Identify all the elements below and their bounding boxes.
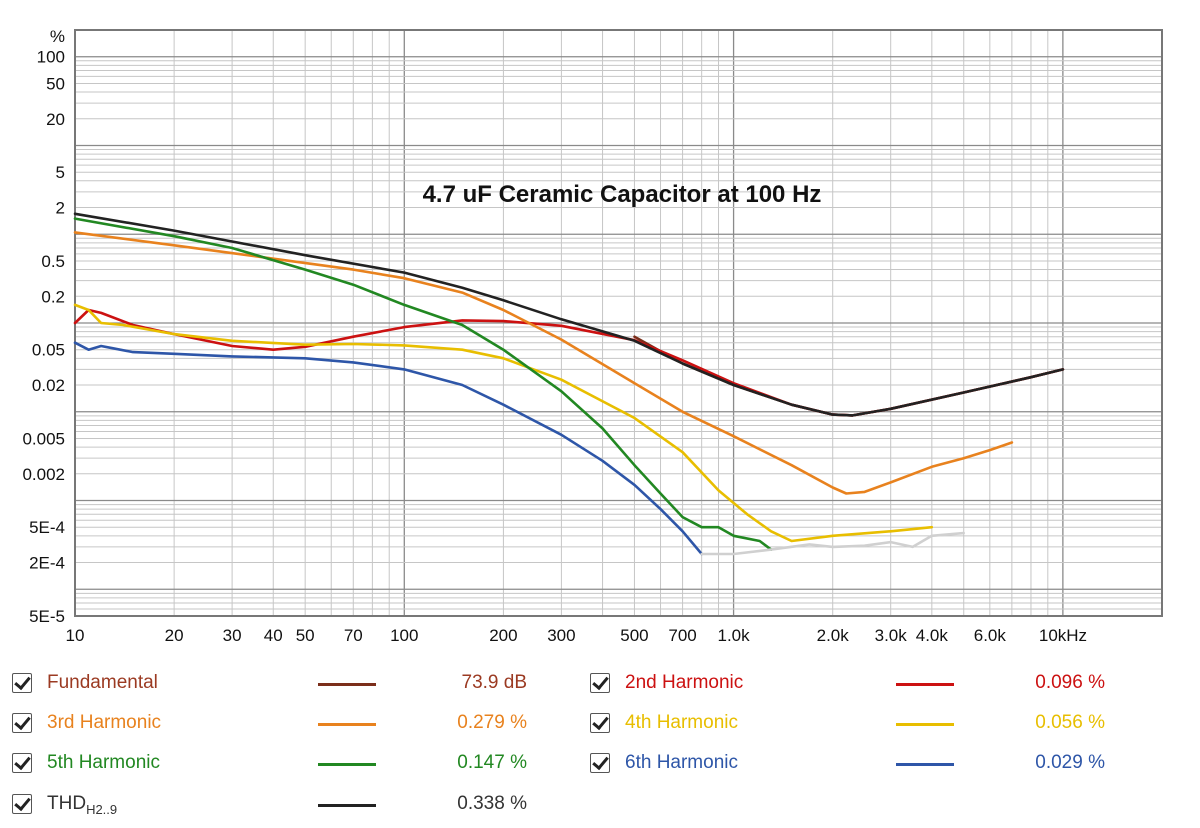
legend-label: THDH2..9 — [47, 793, 118, 817]
y-tick-label: 0.05 — [32, 341, 65, 360]
legend-value: 0.029 % — [1035, 752, 1105, 773]
legend-swatch — [318, 763, 376, 766]
legend-checkbox[interactable] — [12, 794, 32, 814]
x-tick-label: 4.0k — [916, 626, 949, 645]
x-tick-label: 20 — [165, 626, 184, 645]
legend-item: 2nd Harmonic 0.096 % — [590, 670, 1150, 700]
legend: Fundamental 73.9 dB 2nd Harmonic 0.096 % 3rd… — [0, 660, 1200, 828]
x-tick-label: 300 — [547, 626, 575, 645]
y-tick-label: 50 — [46, 74, 65, 93]
y-tick-label: 20 — [46, 110, 65, 129]
y-tick-label: 0.005 — [22, 429, 65, 448]
chart-title: 4.7 uF Ceramic Capacitor at 100 Hz — [423, 181, 822, 208]
x-tick-label: 1.0k — [718, 626, 751, 645]
legend-item: 6th Harmonic 0.029 % — [590, 750, 1150, 780]
legend-value: 0.096 % — [1035, 672, 1105, 693]
legend-swatch — [896, 723, 954, 726]
legend-label: Fundamental — [47, 672, 158, 693]
y-tick-label: 0.5 — [41, 252, 65, 271]
legend-value: 0.056 % — [1035, 712, 1105, 733]
legend-checkbox[interactable] — [590, 673, 610, 693]
legend-swatch — [318, 804, 376, 807]
legend-checkbox[interactable] — [12, 713, 32, 733]
x-tick-label: 30 — [223, 626, 242, 645]
series-line-2 — [73, 231, 1014, 495]
legend-label: 2nd Harmonic — [625, 672, 744, 693]
legend-swatch — [318, 723, 376, 726]
y-tick-label: 2E-4 — [29, 554, 65, 573]
x-tick-label: 10kHz — [1039, 626, 1087, 645]
x-tick-label: 40 — [264, 626, 283, 645]
legend-checkbox[interactable] — [590, 753, 610, 773]
legend-swatch — [896, 763, 954, 766]
legend-item: Fundamental 73.9 dB — [12, 670, 572, 700]
x-tick-label: 2.0k — [817, 626, 850, 645]
series-line-6 — [73, 212, 1065, 417]
y-tick-label: 2 — [56, 199, 65, 218]
legend-item: 3rd Harmonic 0.279 % — [12, 710, 572, 740]
legend-item: THDH2..9 0.338 % — [12, 791, 572, 821]
legend-label: 3rd Harmonic — [47, 712, 162, 733]
legend-label: 6th Harmonic — [625, 752, 738, 773]
y-tick-label: 100 — [37, 48, 65, 67]
series-line-3 — [73, 303, 934, 543]
legend-checkbox[interactable] — [12, 753, 32, 773]
legend-checkbox[interactable] — [590, 713, 610, 733]
y-unit-label: % — [50, 27, 65, 46]
legend-item: 5th Harmonic 0.147 % — [12, 750, 572, 780]
y-tick-label: 5 — [56, 163, 65, 182]
y-tick-label: 0.02 — [32, 376, 65, 395]
y-tick-label: 5E-5 — [29, 607, 65, 626]
x-tick-label: 700 — [668, 626, 696, 645]
y-tick-label: 0.002 — [22, 465, 65, 484]
legend-value: 73.9 dB — [461, 672, 528, 693]
series-line-7 — [700, 531, 965, 556]
thd-chart: 100 50 20 5 2 0.5 0.2 0.05 0.02 0.005 0.002 5E-4 2E-… — [22, 27, 1163, 645]
x-tick-label: 200 — [489, 626, 517, 645]
legend-checkbox[interactable] — [12, 673, 32, 693]
legend-value: 0.279 % — [457, 712, 527, 733]
series-line-5 — [73, 341, 703, 556]
legend-label: 4th Harmonic — [625, 712, 738, 733]
y-tick-label: 0.2 — [41, 287, 65, 306]
x-tick-label: 500 — [620, 626, 648, 645]
x-tick-label: 100 — [390, 626, 418, 645]
legend-value: 0.147 % — [457, 752, 527, 773]
x-tick-label: 3.0k — [875, 626, 908, 645]
x-tick-label: 6.0k — [974, 626, 1007, 645]
y-tick-label: 5E-4 — [29, 518, 65, 537]
x-tick-label: 10 — [66, 626, 85, 645]
legend-item: 4th Harmonic 0.056 % — [590, 710, 1150, 740]
x-tick-label: 50 — [296, 626, 315, 645]
legend-label: 5th Harmonic — [47, 752, 160, 773]
x-tick-label: 70 — [344, 626, 363, 645]
legend-swatch — [896, 683, 954, 686]
legend-value: 0.338 % — [457, 793, 527, 814]
series-group — [73, 212, 1065, 556]
series-line-4 — [73, 217, 773, 551]
legend-swatch — [318, 683, 376, 686]
